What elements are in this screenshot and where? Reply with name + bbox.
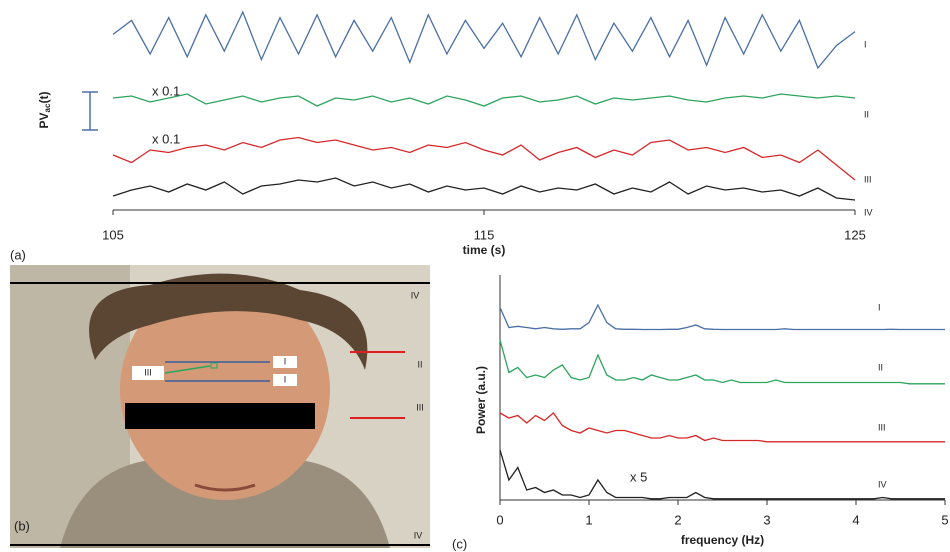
x-axis-label: time (s) (463, 243, 506, 257)
y-axis-label: PVac(t) (37, 92, 52, 129)
photo (10, 265, 430, 548)
x-tick-label: 5 (941, 512, 948, 527)
panel-label: (b) (14, 518, 30, 533)
trace (113, 12, 855, 68)
annotation: x 5 (630, 469, 647, 484)
photo-label: I (284, 374, 287, 384)
series-label: II (878, 362, 883, 372)
x-tick-label: 1 (585, 512, 592, 527)
figure: IVIIIIIIIIIIIV(b)105115125time (s)(a)PVa… (0, 0, 950, 552)
x-tick-label: 3 (763, 512, 770, 527)
x-tick-label: 115 (474, 227, 495, 242)
y-axis-label-suffix: (t) (37, 92, 51, 104)
y-axis-label: Power (a.u.) (474, 366, 488, 434)
annotation: x 0.1 (152, 131, 180, 146)
series-label: I (864, 39, 867, 49)
y-axis-label-main: PV (37, 112, 51, 128)
photo-label: IV (414, 530, 423, 540)
x-tick-label: 2 (674, 512, 681, 527)
x-axis-label: frequency (Hz) (681, 533, 764, 547)
panel-label: (a) (10, 247, 26, 262)
x-tick-label: 4 (852, 512, 859, 527)
trace (113, 94, 855, 106)
series-label: IV (864, 207, 873, 217)
trace (113, 178, 855, 200)
series-label: IV (878, 479, 887, 489)
photo-label: II (417, 359, 422, 369)
series-label: III (864, 174, 872, 184)
panel-label: (c) (452, 536, 467, 551)
series-label: II (864, 109, 869, 119)
eye-bar (125, 403, 315, 429)
photo-label: III (144, 367, 152, 377)
series-label: III (878, 422, 886, 432)
y-axis-label-main: Power (a.u.) (474, 366, 488, 434)
series-label: I (878, 302, 881, 312)
x-tick-label: 125 (844, 227, 866, 242)
x-tick-label: 0 (496, 512, 503, 527)
trace (113, 138, 855, 181)
photo-label: I (284, 356, 287, 366)
trace (500, 450, 945, 499)
photo-label: III (416, 402, 424, 412)
x-tick-label: 105 (102, 227, 124, 242)
photo-label: IV (411, 290, 420, 300)
